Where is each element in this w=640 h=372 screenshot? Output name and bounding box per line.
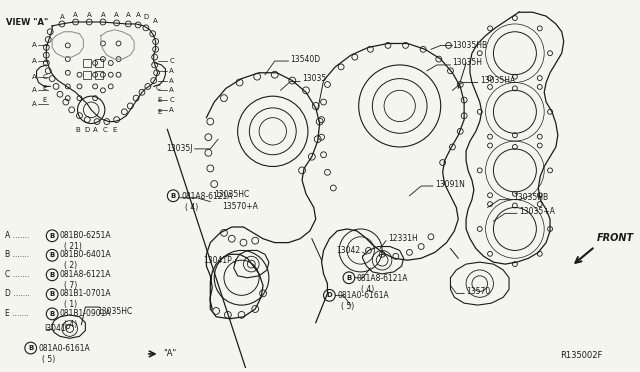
Text: A: A: [170, 78, 174, 84]
Text: 13035H: 13035H: [452, 58, 483, 67]
Text: E: E: [42, 85, 47, 92]
Text: 13035HA: 13035HA: [480, 76, 515, 85]
Text: 13042: 13042: [337, 246, 361, 255]
Text: 13035HB: 13035HB: [513, 193, 548, 202]
Text: A: A: [93, 128, 97, 134]
Text: A: A: [170, 107, 174, 113]
Text: A: A: [73, 12, 78, 18]
Text: FRONT: FRONT: [597, 232, 634, 243]
Text: 081A8-6121A: 081A8-6121A: [356, 274, 408, 283]
Text: E: E: [42, 97, 47, 103]
Text: 081B1-0901A: 081B1-0901A: [60, 309, 111, 318]
Text: 081A8-6121A: 081A8-6121A: [181, 192, 232, 201]
Text: 081B0-6251A: 081B0-6251A: [60, 231, 111, 240]
Text: A: A: [170, 68, 174, 74]
Text: 081A0-6161A: 081A0-6161A: [38, 344, 90, 353]
Text: A: A: [114, 12, 119, 18]
Text: A: A: [170, 87, 174, 93]
Text: 13540D: 13540D: [291, 55, 321, 64]
Text: C: C: [156, 85, 161, 92]
Text: I3041P: I3041P: [44, 324, 70, 333]
Text: ( 5): ( 5): [341, 302, 355, 311]
Text: 081B0-6401A: 081B0-6401A: [60, 250, 112, 259]
Text: B: B: [49, 291, 55, 297]
Text: C: C: [170, 58, 174, 64]
Text: 13035J: 13035J: [166, 144, 193, 153]
Text: C: C: [42, 74, 47, 80]
Text: 081A0-6161A: 081A0-6161A: [337, 291, 389, 301]
Text: D: D: [84, 128, 90, 134]
Text: D: D: [326, 292, 332, 298]
Text: 13570: 13570: [466, 287, 490, 296]
Text: 13035+A: 13035+A: [519, 207, 555, 216]
Text: B: B: [28, 345, 33, 351]
Bar: [95, 59, 103, 67]
Text: ( 4): ( 4): [185, 203, 198, 212]
Text: C .......: C .......: [5, 270, 29, 279]
Text: B: B: [171, 193, 176, 199]
Text: 081B1-0701A: 081B1-0701A: [60, 289, 111, 298]
Text: A .......: A .......: [5, 231, 29, 240]
Text: 13035HB: 13035HB: [452, 41, 488, 50]
Text: R135002F: R135002F: [560, 352, 602, 360]
Text: ( 1): ( 1): [64, 300, 77, 309]
Text: 13091N: 13091N: [435, 180, 465, 189]
Text: VIEW "A": VIEW "A": [6, 18, 49, 27]
Bar: [95, 71, 103, 78]
Text: A: A: [32, 74, 36, 80]
Text: A: A: [136, 12, 140, 18]
Text: A: A: [32, 58, 36, 64]
Text: D: D: [143, 14, 148, 20]
Text: A: A: [87, 12, 92, 18]
Text: A: A: [126, 12, 131, 18]
Text: ( 7): ( 7): [64, 281, 77, 290]
Text: C: C: [170, 97, 174, 103]
Text: B: B: [49, 272, 55, 278]
Text: A: A: [153, 18, 158, 24]
Text: 13035: 13035: [302, 74, 326, 83]
Text: D .......: D .......: [5, 289, 30, 298]
Bar: [83, 71, 92, 78]
Text: E: E: [157, 109, 162, 115]
Text: ( 2): ( 2): [64, 261, 77, 270]
Text: A: A: [32, 101, 36, 107]
Text: 13035HC: 13035HC: [97, 307, 132, 316]
Text: 12331H: 12331H: [388, 234, 418, 243]
Text: ( 21): ( 21): [64, 242, 82, 251]
Bar: [83, 59, 92, 67]
Text: A: A: [100, 12, 106, 18]
Text: A: A: [60, 14, 64, 20]
Text: B: B: [49, 252, 55, 258]
Text: A: A: [32, 42, 36, 48]
Text: ( 5): ( 5): [42, 355, 56, 364]
Text: E: E: [157, 97, 162, 103]
Text: A: A: [32, 87, 36, 93]
Text: C: C: [102, 128, 108, 134]
Text: E .......: E .......: [5, 309, 29, 318]
Text: B: B: [49, 311, 55, 317]
Text: B: B: [75, 128, 80, 134]
Text: "A": "A": [163, 349, 177, 358]
Text: 13035HC: 13035HC: [214, 190, 250, 199]
Text: B .......: B .......: [5, 250, 29, 259]
Text: 13041P: 13041P: [203, 256, 232, 265]
Text: B: B: [49, 233, 55, 239]
Text: ( 4): ( 4): [64, 320, 77, 329]
Text: 081A8-6121A: 081A8-6121A: [60, 270, 111, 279]
Text: B: B: [346, 275, 351, 281]
Text: ( 4): ( 4): [361, 285, 374, 294]
Text: 13570+A: 13570+A: [222, 202, 258, 211]
Text: E: E: [113, 128, 117, 134]
